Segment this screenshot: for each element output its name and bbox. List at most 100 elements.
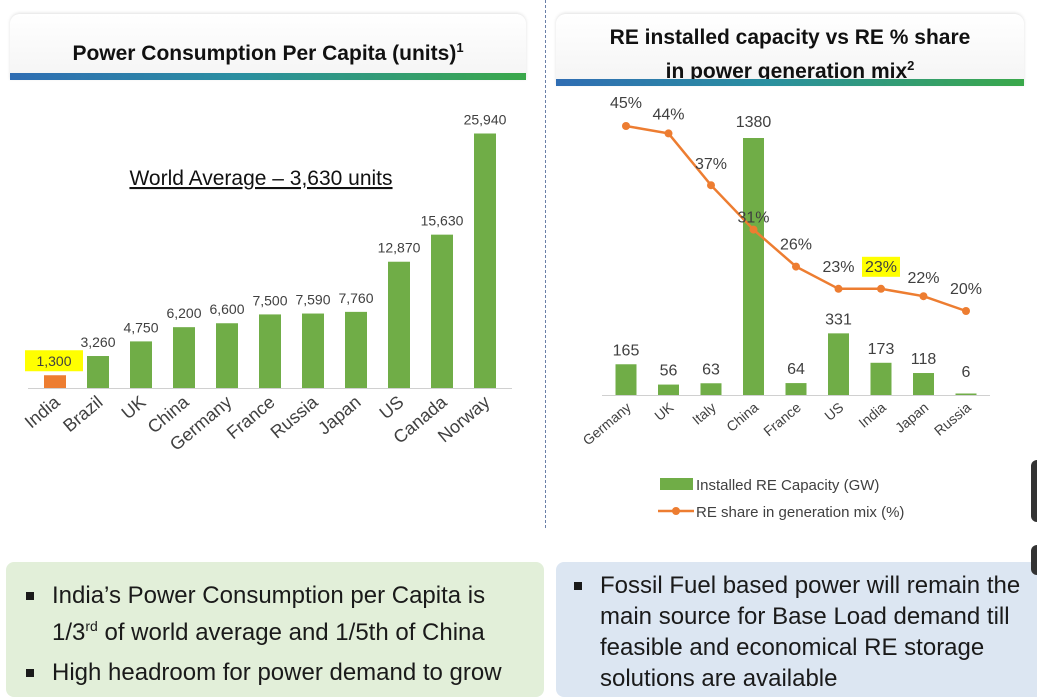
capacity-bar-uk xyxy=(658,384,679,395)
highlight-marker-india xyxy=(862,256,900,277)
bar-china xyxy=(173,327,195,388)
side-scroll-tab[interactable] xyxy=(1031,460,1037,522)
share-label-us: 23% xyxy=(822,259,854,276)
capacity-label-france: 64 xyxy=(787,361,805,378)
share-label-uk: 44% xyxy=(652,106,684,123)
right-title-footnote: 2 xyxy=(907,58,915,73)
re-share-point-india xyxy=(877,284,885,293)
share-label-india: 23% xyxy=(865,259,897,276)
capacity-bar-india xyxy=(870,362,892,395)
bar-russia xyxy=(302,313,324,388)
category-label-uk: UK xyxy=(118,392,150,423)
bullet-square-icon xyxy=(26,669,34,677)
bar-uk xyxy=(130,341,152,388)
category-label-brazil: Brazil xyxy=(59,392,106,436)
left-header-accent-bar xyxy=(10,73,526,80)
capacity-label-japan: 118 xyxy=(911,351,937,368)
bar-norway xyxy=(474,133,496,388)
category-label-russia: Russia xyxy=(931,399,974,439)
value-label-france: 7,500 xyxy=(252,292,287,308)
re-share-point-italy xyxy=(707,181,715,190)
category-label-india: India xyxy=(21,391,65,432)
bullet-square-icon xyxy=(574,582,582,590)
re-share-point-us xyxy=(834,284,843,293)
right-callout-box: Fossil Fuel based power will remain the … xyxy=(556,562,1037,697)
legend-bar-swatch xyxy=(660,478,693,490)
right-header-accent-bar xyxy=(556,79,1024,86)
share-label-italy: 37% xyxy=(695,156,727,173)
category-label-japan: Japan xyxy=(314,392,364,439)
right-panel-header: RE installed capacity vs RE % share in p… xyxy=(556,14,1024,86)
right-panel-title: RE installed capacity vs RE % share in p… xyxy=(556,24,1024,86)
capacity-label-india: 173 xyxy=(868,341,895,358)
right-callout-list: Fossil Fuel based power will remain the … xyxy=(556,562,1037,694)
capacity-label-italy: 63 xyxy=(702,361,720,378)
re-share-point-russia xyxy=(962,307,970,315)
share-label-japan: 22% xyxy=(907,270,939,287)
re-share-point-japan xyxy=(919,292,928,301)
legend-line-label: RE share in generation mix (%) xyxy=(696,504,904,521)
re-share-point-germany xyxy=(622,122,630,130)
superscript: rd xyxy=(85,618,98,634)
category-label-uk: UK xyxy=(651,399,677,424)
legend-line-marker xyxy=(672,507,680,515)
value-label-brazil: 3,260 xyxy=(80,334,115,350)
value-label-russia: 7,590 xyxy=(295,292,330,308)
value-label-norway: 25,940 xyxy=(464,111,507,127)
category-label-us: US xyxy=(821,399,846,424)
re-share-point-france xyxy=(792,262,800,271)
bar-germany xyxy=(216,323,238,388)
capacity-label-russia: 6 xyxy=(962,364,971,381)
capacity-label-germany: 165 xyxy=(613,342,640,359)
right-title-line2: in power generation mix xyxy=(665,60,908,83)
right-note-item-0: Fossil Fuel based power will remain the … xyxy=(568,570,1031,694)
right-title-line2-wrap: in power generation mix2 xyxy=(556,52,1024,86)
bar-india xyxy=(44,375,66,388)
share-label-russia: 20% xyxy=(950,281,982,298)
value-label-germany: 6,600 xyxy=(209,301,244,317)
capacity-label-china: 1380 xyxy=(736,114,772,131)
value-label-japan: 7,760 xyxy=(338,290,373,306)
bar-brazil xyxy=(87,356,109,388)
capacity-bar-germany xyxy=(615,364,637,395)
capacity-bar-france xyxy=(785,383,807,395)
left-note-item-0: India’s Power Consumption per Capita is … xyxy=(20,580,534,648)
left-note-item-1: High headroom for power demand to grow xyxy=(20,657,534,688)
bar-us xyxy=(388,261,410,388)
bar-japan xyxy=(345,311,367,388)
re-share-point-uk xyxy=(664,129,673,138)
value-label-us: 12,870 xyxy=(378,240,421,256)
left-callout-list: India’s Power Consumption per Capita is … xyxy=(6,562,544,688)
bar-canada xyxy=(431,234,453,388)
capacity-bar-russia xyxy=(955,393,977,395)
value-label-china: 6,200 xyxy=(166,305,201,321)
left-panel-header: Power Consumption Per Capita (units)1 xyxy=(10,14,526,80)
share-label-china: 31% xyxy=(737,210,769,227)
category-label-us: US xyxy=(376,392,408,423)
left-callout-box: India’s Power Consumption per Capita is … xyxy=(6,562,544,697)
right-title-line1: RE installed capacity vs RE % share xyxy=(609,26,971,49)
side-scroll-knob[interactable] xyxy=(1031,545,1037,575)
value-label-india: 1,300 xyxy=(36,353,71,369)
category-label-germany: Germany xyxy=(580,399,634,448)
highlight-marker-india xyxy=(25,350,83,372)
value-label-canada: 15,630 xyxy=(421,213,464,229)
legend-bar-label: Installed RE Capacity (GW) xyxy=(696,477,879,494)
bar-france xyxy=(259,314,281,388)
capacity-bar-china xyxy=(743,138,764,395)
capacity-bar-japan xyxy=(913,373,934,395)
left-panel-title: Power Consumption Per Capita (units)1 xyxy=(10,34,526,68)
panel-divider xyxy=(545,0,546,528)
left-title-footnote: 1 xyxy=(456,40,464,55)
re-share-point-china xyxy=(749,225,758,234)
bullet-square-icon xyxy=(26,592,34,600)
value-label-uk: 4,750 xyxy=(123,319,158,335)
category-label-france: France xyxy=(223,392,279,443)
category-label-italy: Italy xyxy=(689,399,719,428)
capacity-bar-us xyxy=(828,333,849,395)
capacity-label-us: 331 xyxy=(825,311,852,328)
category-label-china: China xyxy=(723,399,761,435)
share-label-france: 26% xyxy=(780,237,812,254)
world-average-annotation: World Average – 3,630 units xyxy=(129,167,392,190)
category-label-france: France xyxy=(760,399,804,439)
